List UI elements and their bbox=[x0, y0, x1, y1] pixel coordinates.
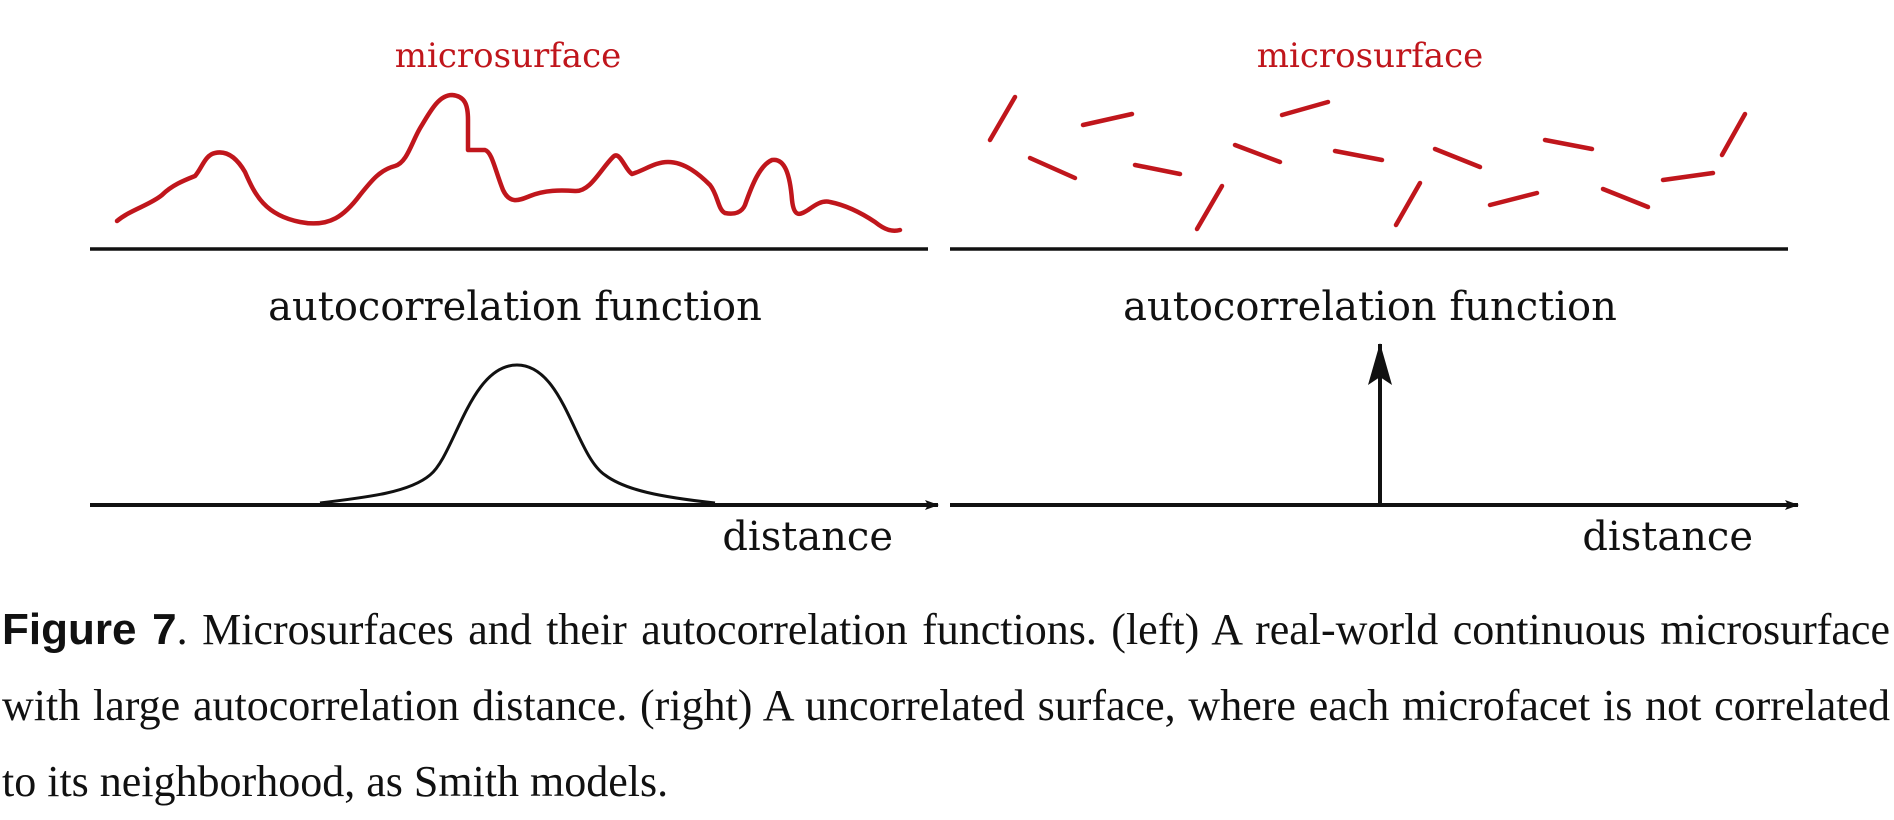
microfacet-segment bbox=[1432, 146, 1483, 170]
microfacet-segment bbox=[987, 94, 1018, 143]
figure-number-label: Figure 7 bbox=[2, 605, 177, 654]
left-continuous-microsurface-curve bbox=[114, 92, 903, 233]
caption-text: . Microsurfaces and their autocorrelatio… bbox=[2, 605, 1890, 806]
right-uncorrelated-microfacets bbox=[987, 94, 1748, 232]
left-gaussian-autocorrelation-curve bbox=[319, 363, 716, 505]
microfacet-segment bbox=[1719, 111, 1748, 158]
microfacet-segment bbox=[1194, 183, 1225, 232]
right-autocorrelation-label: autocorrelation function bbox=[1123, 284, 1617, 330]
microfacet-segment bbox=[1279, 99, 1331, 118]
microfacet-segment bbox=[1660, 170, 1716, 183]
microfacet-segment bbox=[1232, 142, 1283, 165]
microfacet-segment bbox=[1332, 148, 1385, 163]
microfacet-segment bbox=[1393, 180, 1423, 228]
right-distance-label: distance bbox=[1582, 514, 1753, 560]
left-panel: microsurface autocorrelation function di… bbox=[90, 36, 939, 560]
microfacet-segment bbox=[1542, 137, 1595, 152]
right-panel: microsurface autocorrelation function di… bbox=[950, 36, 1799, 560]
left-autocorrelation-label: autocorrelation function bbox=[268, 284, 762, 330]
left-microsurface-label: microsurface bbox=[395, 36, 622, 76]
microfacet-segment bbox=[1080, 111, 1135, 128]
figure-caption: Figure 7. Microsurfaces and their autoco… bbox=[2, 592, 1890, 820]
right-microsurface-label: microsurface bbox=[1257, 36, 1484, 76]
microfacet-segment bbox=[1600, 186, 1651, 210]
microfacet-segment bbox=[1132, 162, 1183, 177]
microfacet-segment bbox=[1027, 155, 1078, 181]
left-distance-label: distance bbox=[722, 514, 893, 560]
microfacet-segment bbox=[1487, 190, 1540, 208]
figure-7-diagram: microsurface autocorrelation function di… bbox=[90, 36, 1799, 560]
right-delta-arrowhead bbox=[1368, 343, 1392, 385]
